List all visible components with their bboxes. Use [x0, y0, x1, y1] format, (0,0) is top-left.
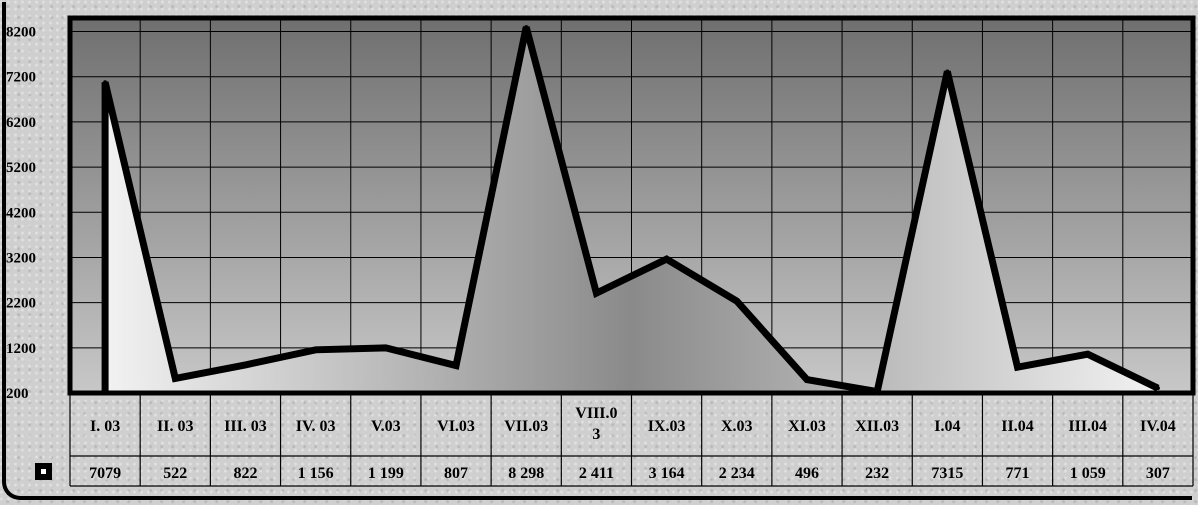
category-label: XI.03: [788, 418, 826, 435]
y-tick-label: 5200: [6, 160, 36, 176]
category-label: III. 03: [224, 418, 267, 435]
data-value-label: 307: [1146, 465, 1170, 482]
data-point: [664, 257, 669, 262]
data-point: [594, 291, 599, 296]
data-point: [1015, 365, 1020, 370]
chart-frame: [2, 2, 1192, 500]
data-point: [1085, 352, 1090, 357]
category-label: IX.03: [648, 418, 686, 435]
y-tick-label: 4200: [6, 205, 36, 221]
data-point: [173, 376, 178, 381]
data-value-label: 771: [1006, 465, 1030, 482]
data-value-label: 496: [795, 465, 819, 482]
category-label: V.03: [371, 418, 401, 435]
data-value-label: 522: [163, 465, 187, 482]
data-point: [945, 69, 950, 74]
data-point: [383, 345, 388, 350]
data-point: [313, 347, 318, 352]
y-tick-label: 6200: [6, 115, 36, 131]
plot-border: [67, 15, 1196, 396]
data-point: [454, 363, 459, 368]
data-point: [103, 80, 108, 85]
data-value-label: 2 234: [719, 465, 755, 482]
data-point: [524, 25, 529, 30]
category-label: X.03: [721, 418, 753, 435]
category-label: VI.03: [437, 418, 475, 435]
category-label: II. 03: [157, 418, 193, 435]
data-value-label: 1 199: [368, 465, 404, 482]
category-label: XII.03: [855, 418, 899, 435]
data-value-label: 822: [233, 465, 257, 482]
data-point: [804, 377, 809, 382]
data-value-label: 2 411: [579, 465, 614, 482]
series-area: [105, 27, 1158, 394]
data-point: [1155, 386, 1160, 391]
data-value-label: 7079: [89, 465, 121, 482]
category-label: I. 03: [90, 418, 120, 435]
data-value-label: 3 164: [649, 465, 685, 482]
y-tick-label: 200: [6, 386, 29, 402]
legend-key-inner: [41, 469, 46, 474]
category-label: IV. 03: [296, 418, 336, 435]
data-point: [243, 362, 248, 367]
data-point: [734, 299, 739, 304]
category-label: II.04: [1001, 418, 1033, 435]
category-label: III.04: [1068, 418, 1107, 435]
category-label: IV.04: [1140, 418, 1176, 435]
data-value-label: 8 298: [508, 465, 544, 482]
category-label: I.04: [934, 418, 960, 435]
data-value-label: 807: [444, 465, 468, 482]
y-tick-label: 2200: [6, 296, 36, 312]
data-value-label: 232: [865, 465, 889, 482]
data-value-label: 7315: [931, 465, 963, 482]
y-tick-label: 7200: [6, 70, 36, 86]
category-label: VIII.0 3: [575, 405, 617, 443]
category-label: VII.03: [504, 418, 548, 435]
y-tick-label: 3200: [6, 250, 36, 266]
y-tick-label: 1200: [6, 341, 36, 357]
y-tick-label: 8200: [6, 25, 36, 41]
data-value-label: 1 156: [298, 465, 334, 482]
data-value-label: 1 059: [1070, 465, 1106, 482]
